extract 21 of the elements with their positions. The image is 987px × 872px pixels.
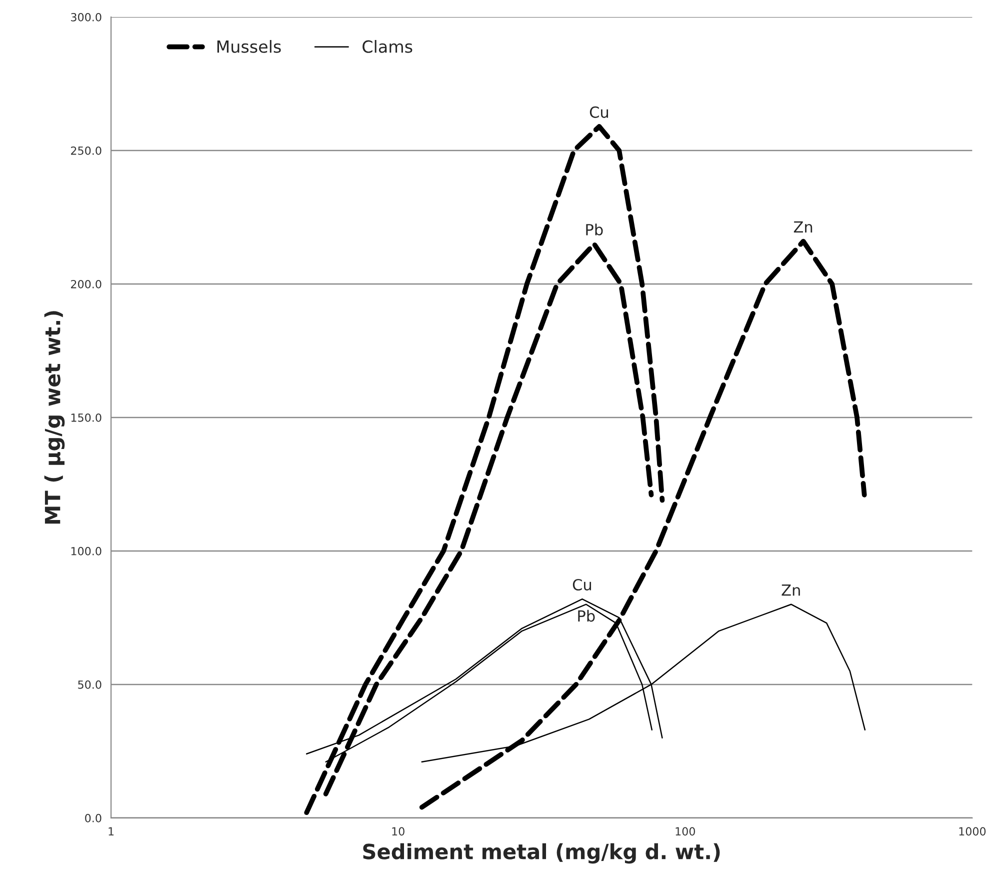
- y-axis-title: MT ( µg/g wet wt.): [44, 311, 65, 524]
- x-tick-label: 100: [676, 827, 696, 836]
- legend-label: Clams: [362, 40, 412, 53]
- annotation: Pb: [586, 224, 603, 236]
- annotation: Zn: [782, 584, 800, 596]
- y-tick-label: 200.0: [71, 280, 102, 288]
- y-tick-label: 150.0: [71, 413, 102, 422]
- x-tick-label: 1000: [959, 827, 986, 836]
- y-tick-label: 300.0: [71, 12, 102, 22]
- x-tick-label: 10: [392, 827, 404, 836]
- legend-label: Mussels: [217, 40, 281, 53]
- annotation: Pb: [578, 610, 595, 622]
- annotation: Cu: [572, 578, 592, 590]
- y-tick-label: 250.0: [71, 146, 102, 155]
- y-tick-label: 0.0: [85, 814, 102, 822]
- annotation: Cu: [590, 106, 608, 118]
- y-tick-label: 100.0: [71, 546, 102, 556]
- y-tick-label: 50.0: [78, 680, 102, 689]
- annotation: Zn: [794, 221, 812, 233]
- x-axis-title: Sediment metal (mg/kg d. wt.): [363, 843, 720, 864]
- x-tick-label: 1: [108, 827, 114, 836]
